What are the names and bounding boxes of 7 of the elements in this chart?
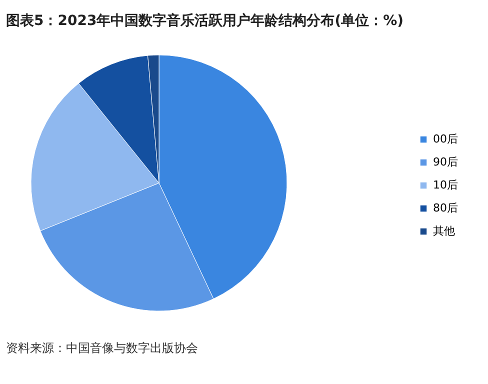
legend-label: 10后 [433,178,458,192]
text: 资料来源：中国音像与数字出版协会 [6,340,198,357]
legend-label: 80后 [433,202,458,214]
chart-title: 图表5：2023年中国数字音乐活跃用户年龄结构分布(单位：%) [6,12,404,30]
legend-label: 其他 [433,224,455,238]
legend-label: 00后 [433,132,458,146]
legend-label: 90后 [433,156,458,168]
